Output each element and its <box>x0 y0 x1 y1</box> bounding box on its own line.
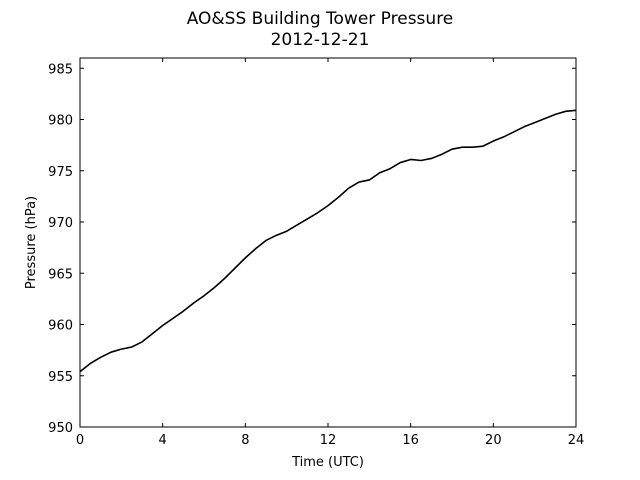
y-tick-label: 975 <box>48 165 73 180</box>
y-tick-label: 985 <box>48 62 73 77</box>
plot-area: 0 4 8 12 16 20 24 950 955 960 965 970 975 980 985 <box>48 57 584 448</box>
chart-title: AO&SS Building Tower Pressure <box>187 9 454 29</box>
y-axis-label: Pressure (hPa) <box>24 196 39 289</box>
x-tick-label: 24 <box>568 433 585 448</box>
y-tick-label: 955 <box>48 370 73 385</box>
chart-subtitle: 2012-12-21 <box>271 30 370 50</box>
series-layer <box>79 109 577 373</box>
x-tick-label: 12 <box>320 433 337 448</box>
y-tick-label: 965 <box>48 267 73 282</box>
x-tick-label: 0 <box>76 433 84 448</box>
x-tick-label: 8 <box>241 433 249 448</box>
y-tick-label: 970 <box>48 216 73 231</box>
x-tick-label: 4 <box>159 433 167 448</box>
x-axis-label: Time (UTC) <box>291 455 364 470</box>
series-line-0 <box>79 109 577 373</box>
x-tick-label: 16 <box>402 433 419 448</box>
y-tick-label: 980 <box>48 114 73 129</box>
y-tick-label: 960 <box>48 319 73 334</box>
plot-frame <box>79 57 577 428</box>
y-tick-label: 950 <box>48 421 73 436</box>
x-tick-label: 20 <box>485 433 502 448</box>
ticks-layer: 0 4 8 12 16 20 24 950 955 960 965 970 975 980 985 <box>48 58 584 448</box>
